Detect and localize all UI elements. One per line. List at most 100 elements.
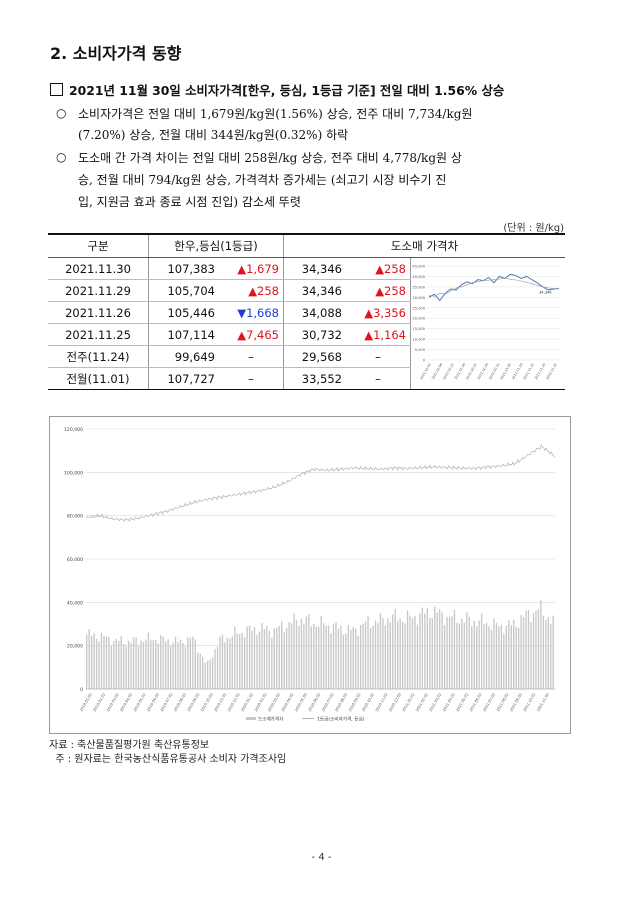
table-row: 2021.11.26 105,446 ▼1,668 34,088 ▲3,356: [48, 301, 565, 324]
row-retail-change: ▲7,465: [219, 323, 284, 346]
bar: [550, 623, 552, 689]
bar: [177, 642, 179, 689]
mini-y-tick: 10,000: [412, 338, 425, 342]
bar: [184, 646, 187, 689]
bar: [448, 616, 451, 689]
bar: [211, 657, 214, 689]
bar: [490, 629, 493, 689]
row-retail-price: 105,446: [148, 301, 219, 324]
row-retail-price: 107,383: [148, 257, 219, 280]
bar: [537, 609, 540, 689]
bullet-2-line-3: 입, 지원금 효과 종료 시점 진입) 감소세 뚜렷: [78, 195, 301, 209]
row-gap-change: ▲258: [346, 279, 411, 302]
y-tick-label: 100,000: [64, 470, 83, 476]
bar: [150, 639, 152, 689]
header-retail-price: 한우,등심(1등급): [148, 233, 284, 258]
bar: [451, 616, 453, 689]
bar: [261, 623, 263, 689]
bar: [416, 624, 419, 689]
bar: [505, 625, 507, 689]
bar: [517, 627, 520, 689]
bar: [485, 623, 488, 689]
bar: [271, 637, 273, 689]
bar: [508, 620, 510, 689]
retail-price-line: [85, 443, 556, 523]
bar: [152, 639, 155, 689]
x-tick-label: 2019.07.02: [160, 693, 174, 713]
bar: [197, 652, 199, 689]
mini-y-tick: 40,000: [412, 275, 425, 279]
legend-label-line: 1등급(소비자가격, 등심): [317, 716, 365, 723]
bar: [409, 615, 411, 689]
bar: [337, 628, 340, 689]
row-price-gap: 30,732: [283, 323, 346, 346]
bar: [100, 632, 103, 689]
bar: [374, 620, 377, 689]
bar: [478, 620, 480, 689]
bar: [322, 623, 325, 689]
source-note: 자료 : 축산물품질평가원 축산유통정보: [49, 740, 210, 751]
bar: [498, 626, 500, 689]
bar: [330, 633, 332, 689]
bar: [318, 626, 320, 689]
x-tick-label: 2020.05.02: [294, 693, 308, 713]
mini-series-line: [428, 278, 560, 297]
x-tick-label: 2020.04.02: [281, 693, 295, 713]
row-date: 2021.11.30: [48, 257, 149, 280]
bar: [394, 608, 396, 689]
bar: [404, 623, 406, 689]
bar: [382, 618, 384, 689]
x-tick-label: 2020.09.02: [348, 693, 362, 713]
bar: [110, 645, 113, 689]
bar: [169, 645, 172, 689]
bar: [290, 623, 293, 689]
bar: [189, 637, 192, 689]
bar: [256, 635, 258, 689]
bar: [164, 641, 167, 689]
bar: [335, 622, 337, 689]
bar: [527, 610, 530, 689]
bar: [90, 635, 93, 689]
bar: [468, 616, 470, 689]
bar: [345, 633, 347, 689]
bar: [160, 634, 162, 689]
bar: [285, 627, 288, 689]
bar: [221, 634, 224, 689]
x-tick-label: 2019.01.02: [79, 693, 93, 713]
bar: [266, 626, 268, 689]
x-tick-label: 2021.10.02: [523, 693, 537, 713]
x-tick-label: 2021.08.02: [496, 693, 510, 713]
table-row: 전월(11.01) 107,727–33,552–: [48, 367, 565, 390]
bar: [414, 615, 416, 689]
x-tick-label: 2020.01.02: [240, 693, 254, 713]
x-tick-label: 2020.07.02: [321, 693, 335, 713]
bar: [155, 639, 157, 689]
bar: [298, 625, 300, 689]
bar: [98, 641, 100, 689]
bar: [234, 626, 236, 689]
bar: [364, 621, 367, 689]
row-retail-price: 107,727: [148, 367, 219, 390]
row-gap-change: –: [346, 345, 411, 368]
bar: [320, 615, 322, 689]
x-tick-label: 2019.09.02: [187, 693, 201, 713]
bar: [547, 617, 549, 689]
bar: [236, 633, 238, 689]
price-gap-mini-chart: 45,000 40,000 35,000 30,000 25,000 20,000 15,0…: [412, 265, 561, 380]
bar: [325, 625, 327, 689]
headline-text: 2021년 11월 30일 소비자가격[한우, 등심, 1등급 기준] 전일 대…: [69, 83, 505, 98]
bar: [125, 646, 127, 689]
bar: [310, 626, 312, 689]
bar: [273, 627, 275, 689]
mini-y-tick: 30,000: [412, 296, 425, 300]
bar: [209, 659, 211, 689]
bar: [174, 636, 177, 689]
row-retail-change: ▼1,668: [219, 301, 284, 324]
bar: [137, 645, 140, 689]
bar: [476, 626, 478, 689]
x-tick-label: 2021.11.02: [536, 693, 550, 713]
bar: [276, 627, 278, 689]
bar: [147, 632, 150, 689]
mini-y-tick: 25,000: [412, 306, 425, 310]
bar: [88, 628, 90, 689]
